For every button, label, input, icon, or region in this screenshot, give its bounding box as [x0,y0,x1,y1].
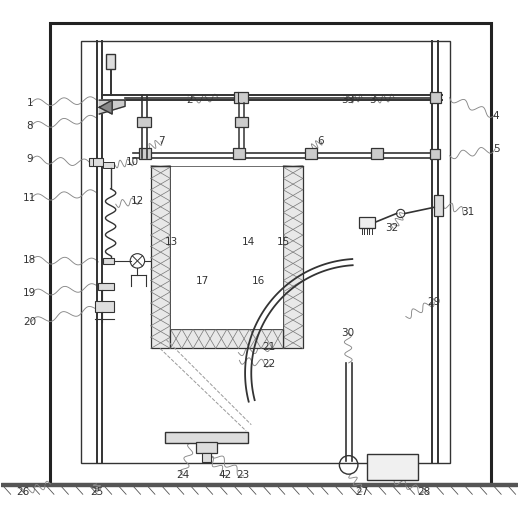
Bar [170,329,283,348]
Bar [151,165,170,348]
Text: 7: 7 [158,136,164,146]
Text: 10: 10 [126,157,139,167]
Text: 23: 23 [236,470,249,480]
Text: 13: 13 [165,237,178,247]
Bar [233,147,244,159]
Bar [359,217,375,228]
Text: 1: 1 [26,98,33,108]
Text: 32: 32 [385,223,398,233]
Bar [234,92,248,103]
Bar [139,147,151,159]
Text: 6: 6 [318,136,324,146]
Text: 33: 33 [341,95,354,105]
Bar [95,301,114,312]
Bar [165,432,248,443]
Text: 24: 24 [176,470,190,480]
Text: 14: 14 [242,237,255,247]
Bar [235,117,248,127]
Bar [50,23,491,484]
Bar [196,441,217,453]
Bar [98,282,114,290]
Polygon shape [99,100,112,114]
Text: 42: 42 [219,470,232,480]
Bar [283,165,303,348]
Bar [367,454,418,480]
Bar [106,54,115,69]
Bar [170,165,283,329]
Bar [103,162,114,168]
Text: 21: 21 [263,342,276,352]
Text: 5: 5 [493,144,499,154]
Polygon shape [99,100,125,114]
Text: 22: 22 [263,359,276,369]
Text: 3: 3 [369,95,376,105]
Text: 18: 18 [23,255,36,265]
Text: 11: 11 [23,193,36,203]
Bar [151,165,170,348]
Text: 8: 8 [26,121,33,131]
Text: 28: 28 [417,487,430,497]
Text: 15: 15 [277,237,291,247]
Text: 30: 30 [341,328,354,338]
Bar [89,158,104,166]
Bar [203,453,211,462]
Text: 19: 19 [23,288,36,298]
Bar [371,147,383,159]
Text: 2: 2 [186,95,193,105]
Text: 29: 29 [427,297,441,307]
Text: 26: 26 [17,487,30,497]
Text: 31: 31 [461,207,474,217]
Bar [306,147,316,159]
Bar [137,117,151,127]
Text: 16: 16 [251,277,265,287]
Bar [283,165,303,348]
Text: 4: 4 [493,111,499,121]
Bar [430,92,441,103]
Bar [81,41,450,463]
Text: 27: 27 [355,487,369,497]
Bar [103,258,114,264]
Bar [434,196,443,216]
Text: 12: 12 [131,196,145,206]
Bar [170,329,283,348]
Text: 17: 17 [196,277,209,287]
Text: 20: 20 [23,316,36,326]
Text: 9: 9 [26,154,33,164]
Text: 25: 25 [90,487,103,497]
Bar [430,148,440,159]
